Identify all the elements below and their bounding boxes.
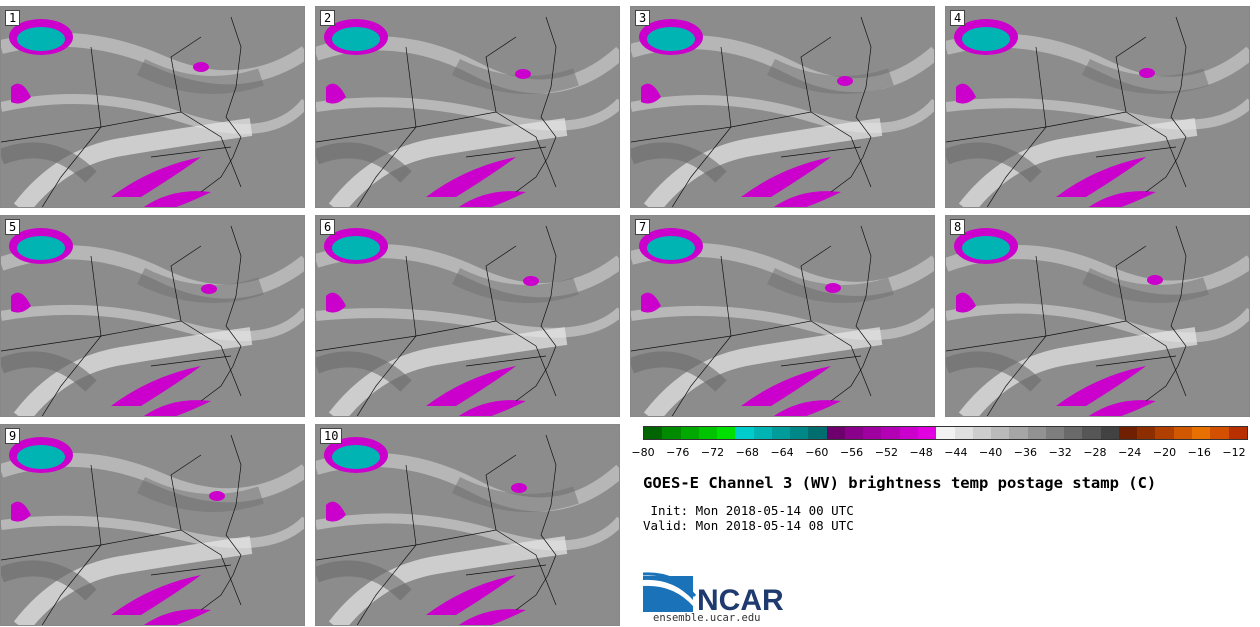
colorbar-swatch xyxy=(698,427,718,439)
map-panel: 7 xyxy=(630,215,935,417)
colorbar-swatch xyxy=(936,427,955,439)
ncar-logo: NCAR xyxy=(642,570,793,617)
colorbar-swatch xyxy=(917,427,937,439)
member-number: 10 xyxy=(320,428,343,444)
colorbar-swatch xyxy=(1173,427,1192,439)
colorbar-swatch xyxy=(881,427,900,439)
valid-time: Valid: Mon 2018-05-14 08 UTC xyxy=(643,518,854,533)
map-panel: 9 xyxy=(0,424,305,626)
map-panel: 4 xyxy=(945,6,1250,208)
member-number: 8 xyxy=(950,219,966,235)
colorbar-swatch xyxy=(1027,427,1046,439)
colorbar-swatch xyxy=(1118,427,1138,439)
colorbar-swatch xyxy=(662,427,681,439)
colorbar-tick-label: −60 xyxy=(805,446,829,459)
colorbar-tick-label: −72 xyxy=(700,446,725,459)
member-number: 4 xyxy=(950,10,966,26)
colorbar-swatch xyxy=(863,427,882,439)
colorbar-tick-label: −32 xyxy=(1048,446,1072,459)
figure-title: GOES-E Channel 3 (WV) brightness temp po… xyxy=(643,474,1157,492)
logo-text: NCAR xyxy=(697,584,784,614)
colorbar-swatch xyxy=(717,427,736,439)
colorbar xyxy=(643,426,1248,440)
colorbar-tick-label: −28 xyxy=(1083,446,1107,459)
colorbar-tick-label: −24 xyxy=(1118,446,1142,459)
map-panel: 8 xyxy=(945,215,1250,417)
colorbar-tick-label: −16 xyxy=(1187,446,1211,459)
init-time: Init: Mon 2018-05-14 00 UTC xyxy=(643,503,854,518)
colorbar-swatch xyxy=(1155,427,1174,439)
colorbar-ticks: −80 −76 −72 −68 −64 −60 −56 −52 −48 −44 −40 −36 −32−… xyxy=(631,446,1248,460)
member-number: 3 xyxy=(635,10,651,26)
colorbar-swatch xyxy=(644,427,663,439)
colorbar-swatch xyxy=(1045,427,1065,439)
colorbar-swatch xyxy=(735,427,754,439)
colorbar-swatch xyxy=(826,427,845,439)
member-number: 2 xyxy=(320,10,336,26)
member-number: 1 xyxy=(5,10,21,26)
colorbar-swatch xyxy=(680,427,699,439)
colorbar-tick-label: −56 xyxy=(839,446,864,459)
colorbar-tick-label: −20 xyxy=(1152,446,1177,459)
colorbar-swatch xyxy=(1100,427,1119,439)
member-number: 7 xyxy=(635,219,651,235)
colorbar-swatch xyxy=(753,427,772,439)
colorbar-swatch xyxy=(954,427,973,439)
colorbar-tick-label: −76 xyxy=(666,446,690,459)
colorbar-swatch xyxy=(844,427,864,439)
colorbar-swatch xyxy=(808,427,827,439)
colorbar-swatch xyxy=(1137,427,1156,439)
colorbar-tick-label: −80 xyxy=(631,446,655,459)
map-panel: 5 xyxy=(0,215,305,417)
colorbar-swatch xyxy=(972,427,992,439)
colorbar-swatch xyxy=(1228,427,1247,439)
member-number: 9 xyxy=(5,428,21,444)
map-panel: 6 xyxy=(315,215,620,417)
map-panel: 10 xyxy=(315,424,620,626)
colorbar-tick-label: −12 xyxy=(1222,446,1246,459)
colorbar-swatch xyxy=(1064,427,1083,439)
colorbar-swatch xyxy=(1082,427,1101,439)
colorbar-tick-label: −68 xyxy=(735,446,759,459)
member-number: 5 xyxy=(5,219,21,235)
colorbar-swatch xyxy=(771,427,791,439)
colorbar-tick-label: −36 xyxy=(1013,446,1038,459)
colorbar-swatch xyxy=(1009,427,1028,439)
colorbar-tick-label: −64 xyxy=(770,446,794,459)
member-number: 6 xyxy=(320,219,336,235)
map-panel: 2 xyxy=(315,6,620,208)
colorbar-swatch xyxy=(899,427,918,439)
colorbar-tick-label: −52 xyxy=(874,446,898,459)
source-url: ensemble.ucar.edu xyxy=(653,612,761,624)
map-panel: 3 xyxy=(630,6,935,208)
colorbar-tick-label: −44 xyxy=(944,446,968,459)
colorbar-swatch xyxy=(1210,427,1229,439)
colorbar-swatch xyxy=(790,427,809,439)
colorbar-swatch xyxy=(1191,427,1211,439)
colorbar-tick-label: −40 xyxy=(979,446,1003,459)
map-panel: 1 xyxy=(0,6,305,208)
colorbar-tick-label: −48 xyxy=(909,446,933,459)
colorbar-swatch xyxy=(991,427,1010,439)
